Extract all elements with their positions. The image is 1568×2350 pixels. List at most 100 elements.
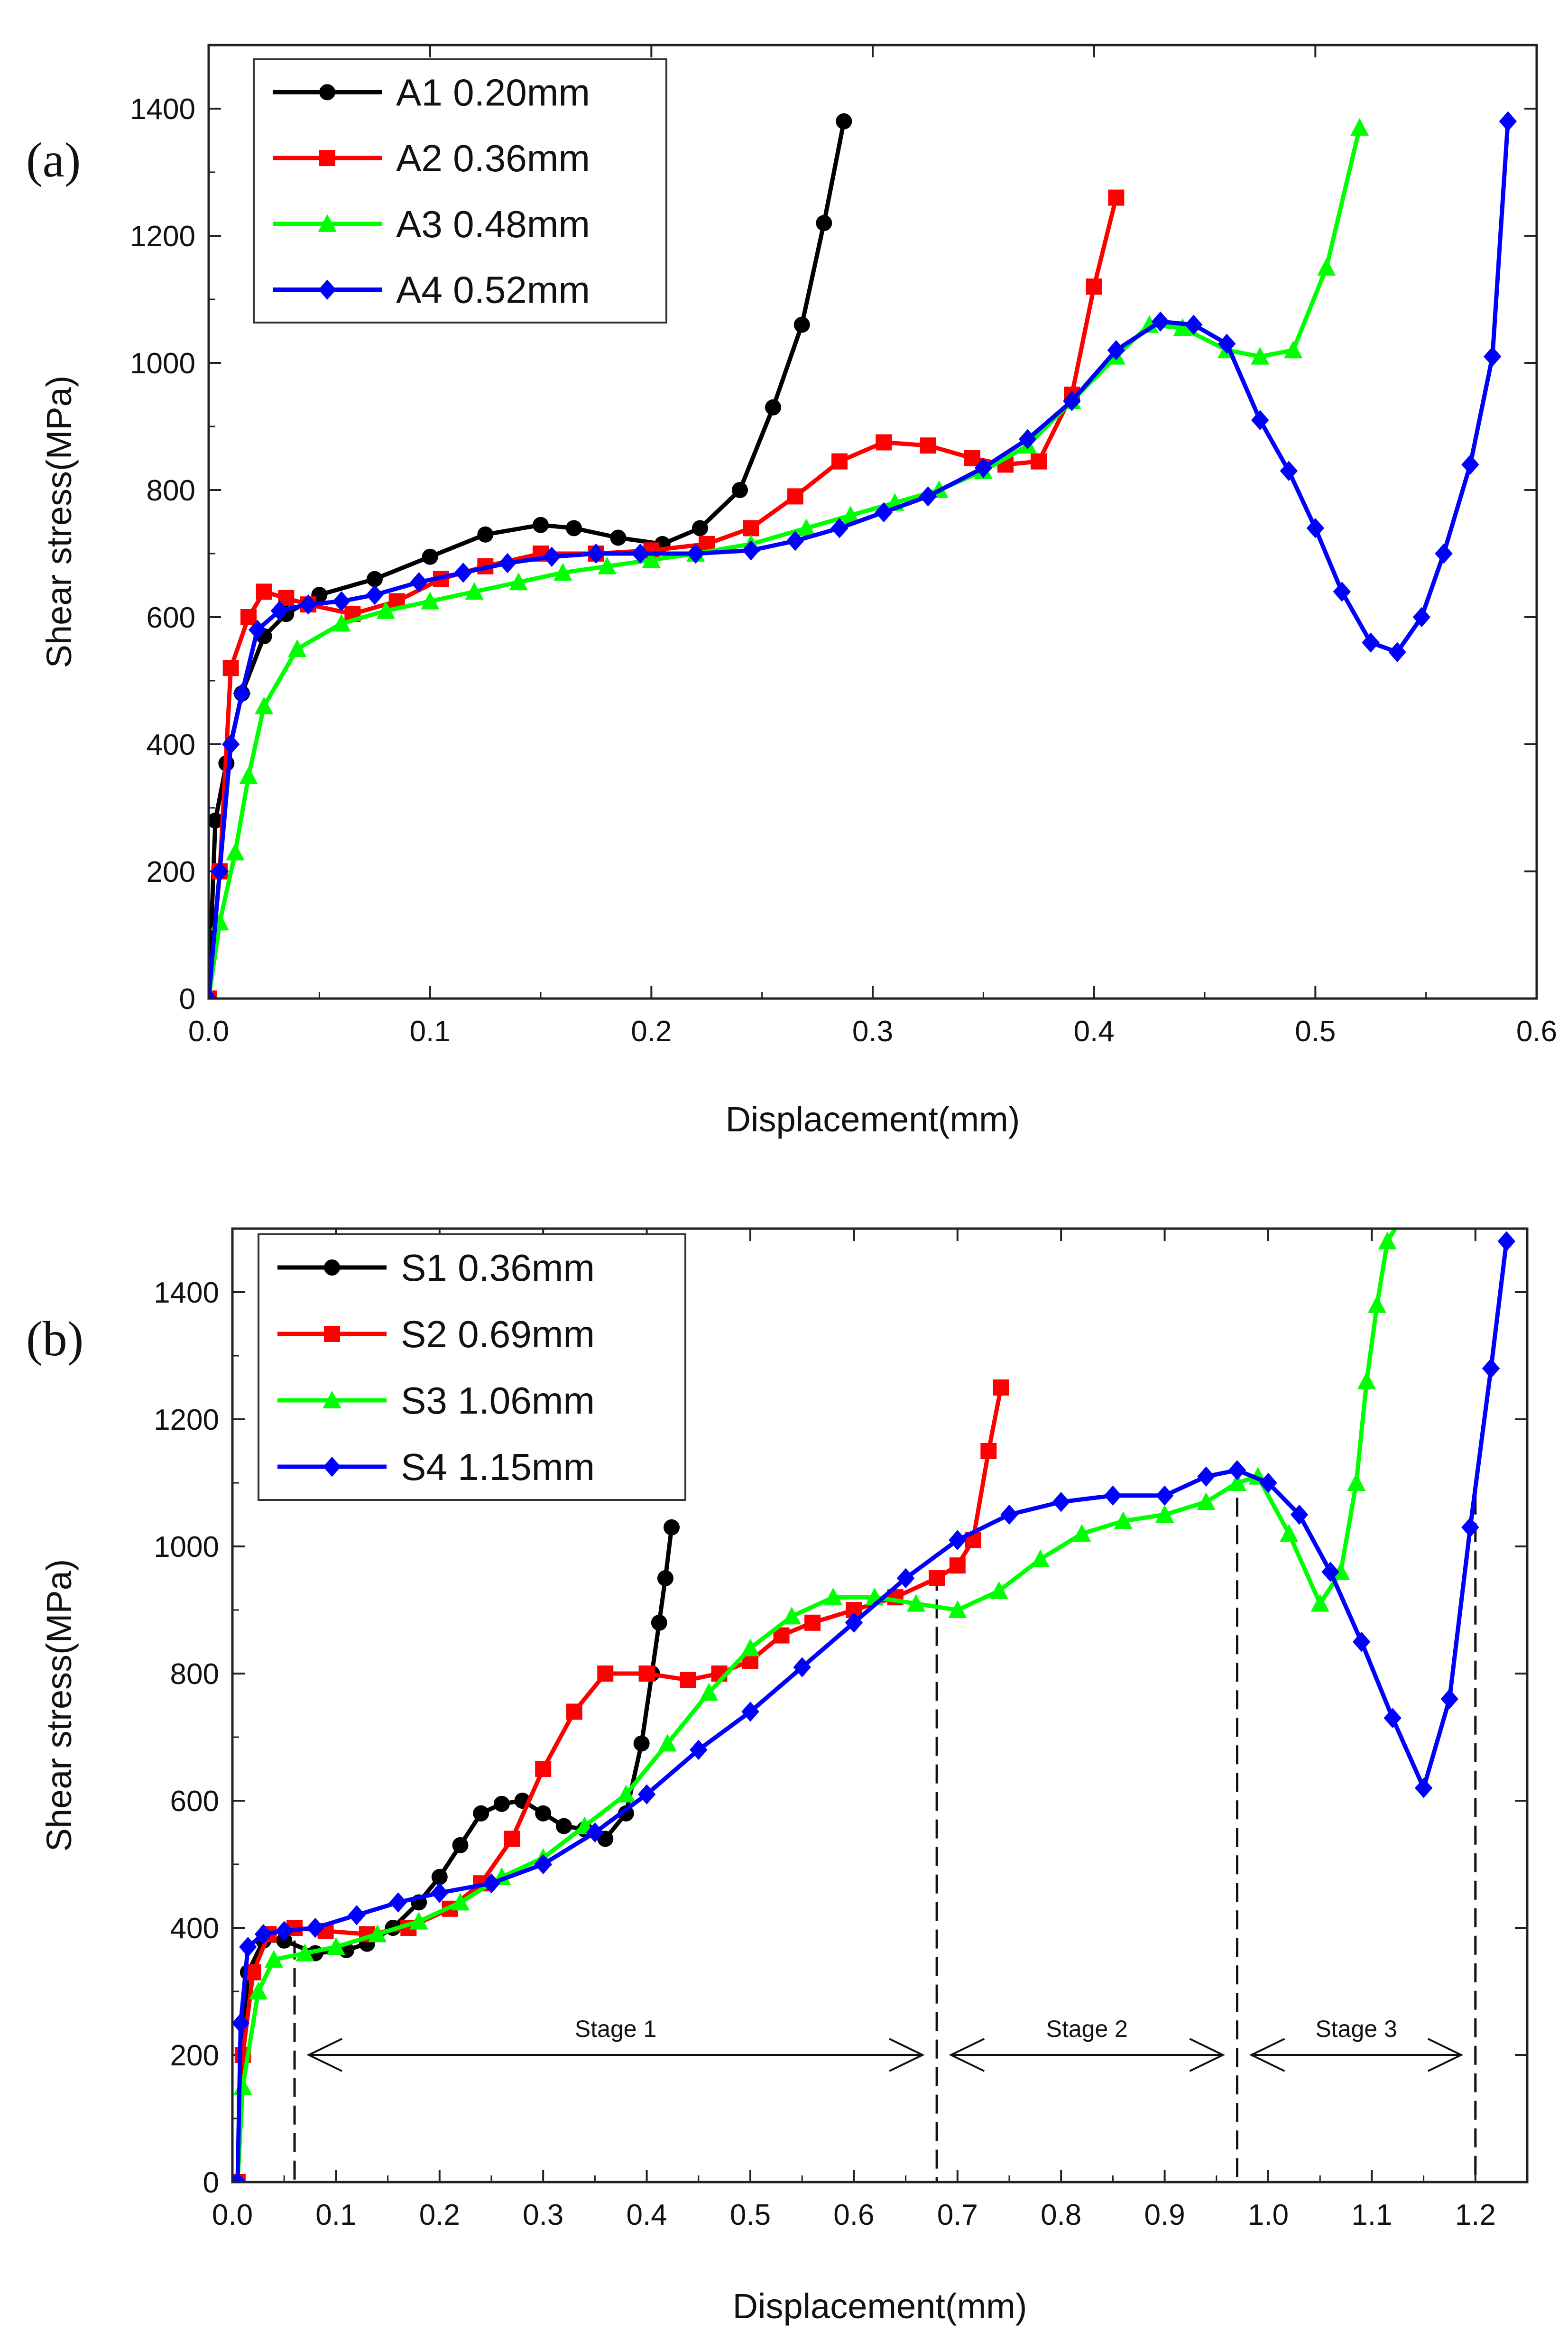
data-point-marker	[535, 1805, 552, 1822]
data-point-marker	[637, 1784, 656, 1804]
data-point-marker	[964, 450, 980, 466]
data-point-marker	[793, 1657, 811, 1677]
data-point-marker	[816, 215, 832, 231]
y-axis-title: Shear stress(MPa)	[39, 1559, 79, 1852]
data-point-marker	[1331, 1562, 1350, 1580]
data-point-marker	[367, 571, 383, 587]
data-point-marker	[306, 1917, 324, 1938]
x-tick-label: 1.1	[1351, 2199, 1392, 2231]
data-point-marker	[1063, 391, 1081, 411]
x-tick-label: 0.5	[730, 2199, 771, 2231]
data-point-marker	[782, 1607, 801, 1625]
data-point-marker	[1280, 461, 1298, 481]
data-point-marker	[233, 683, 251, 704]
legend-marker	[323, 1456, 341, 1477]
plot-frame	[207, 44, 1538, 1000]
data-point-marker	[232, 2172, 247, 2182]
data-point-marker	[993, 1379, 1009, 1396]
y-tick-label: 1000	[154, 1531, 219, 1564]
data-point-marker	[657, 1570, 673, 1586]
data-point-marker	[1031, 1549, 1050, 1567]
data-point-marker	[232, 2013, 250, 2034]
y-tick-label: 200	[147, 856, 195, 888]
data-point-marker	[742, 540, 760, 561]
data-point-marker	[929, 1570, 945, 1586]
x-tick-label: 0.3	[523, 2199, 563, 2231]
data-point-marker	[226, 842, 245, 860]
data-point-marker	[845, 1612, 863, 1633]
data-point-marker	[1114, 1511, 1133, 1529]
stage-arrow-head-right	[889, 2038, 925, 2072]
data-point-marker	[1290, 1504, 1309, 1525]
y-tick-label: 0	[179, 983, 195, 1016]
data-point-marker	[597, 1665, 614, 1682]
data-point-marker	[255, 696, 274, 714]
y-tick-label: 600	[170, 1785, 219, 1818]
data-point-marker	[1251, 410, 1269, 430]
stage-arrow-head-left	[1249, 2038, 1285, 2072]
data-point-marker	[211, 861, 229, 882]
data-point-marker	[793, 316, 810, 333]
y-tick-label: 800	[170, 1658, 219, 1691]
data-point-marker	[831, 453, 848, 470]
stage-arrow-head-right	[1427, 2038, 1464, 2072]
y-tick-label: 400	[147, 729, 195, 761]
legend-marker	[319, 84, 335, 101]
stage-label: Stage 3	[1315, 2016, 1397, 2042]
data-point-marker	[700, 1683, 719, 1701]
data-point-marker	[949, 1557, 966, 1574]
data-point-marker	[1155, 1505, 1174, 1523]
data-point-marker	[1483, 346, 1502, 367]
data-point-marker	[299, 594, 317, 615]
data-point-marker	[1306, 518, 1325, 538]
x-tick-label: 0.4	[1074, 1015, 1115, 1048]
data-point-marker	[566, 520, 582, 537]
y-tick-label: 1000	[130, 347, 195, 380]
legend-label: S4 1.15mm	[401, 1446, 595, 1488]
x-tick-label: 0.0	[188, 1015, 229, 1048]
data-point-marker	[974, 457, 993, 478]
data-point-marker	[638, 1665, 655, 1682]
data-point-marker	[409, 1912, 428, 1930]
plot-data-area	[209, 111, 1517, 999]
data-point-marker	[555, 1818, 572, 1834]
chart-panel-b: (b) 0.0 0.1 0.2 0.3 0.4 0.5 0.6 0.7 0.8 0.9 1.0 1.1 1…	[26, 1227, 1529, 2326]
data-point-marker	[288, 639, 307, 657]
legend-marker	[318, 279, 336, 300]
data-point-marker	[264, 1950, 283, 1968]
data-point-marker	[1388, 642, 1406, 662]
data-point-marker	[239, 766, 258, 784]
y-tick-label: 400	[170, 1912, 219, 1945]
data-point-marker	[919, 486, 937, 507]
data-point-marker	[1107, 340, 1125, 361]
data-point-marker	[376, 601, 395, 619]
data-point-marker	[1497, 1231, 1516, 1252]
data-point-marker	[633, 1735, 650, 1752]
panel-label: (a)	[26, 133, 81, 187]
data-point-marker	[804, 1614, 821, 1631]
data-point-marker	[948, 1600, 967, 1618]
data-point-marker	[543, 546, 561, 567]
data-point-marker	[980, 1443, 997, 1459]
data-point-marker	[587, 543, 605, 564]
legend-label: S3 1.06mm	[401, 1379, 595, 1422]
data-point-marker	[1333, 582, 1351, 602]
data-point-marker	[824, 1587, 843, 1606]
data-point-marker	[1108, 189, 1125, 206]
data-point-marker	[1227, 1473, 1247, 1491]
data-point-marker	[1362, 632, 1380, 653]
data-point-marker	[1317, 258, 1336, 276]
data-point-marker	[454, 562, 472, 583]
data-point-marker	[240, 609, 257, 625]
data-point-marker	[743, 520, 759, 537]
data-point-marker	[222, 660, 239, 676]
y-tick-label: 200	[170, 2039, 219, 2072]
data-point-marker	[765, 399, 781, 416]
data-point-marker	[295, 1943, 314, 1961]
data-point-marker	[690, 1739, 708, 1760]
data-point-marker	[332, 614, 351, 632]
data-point-marker	[786, 530, 804, 551]
x-tick-label: 0.1	[315, 2199, 356, 2231]
data-point-marker	[586, 1822, 604, 1843]
legend-box	[253, 58, 667, 324]
